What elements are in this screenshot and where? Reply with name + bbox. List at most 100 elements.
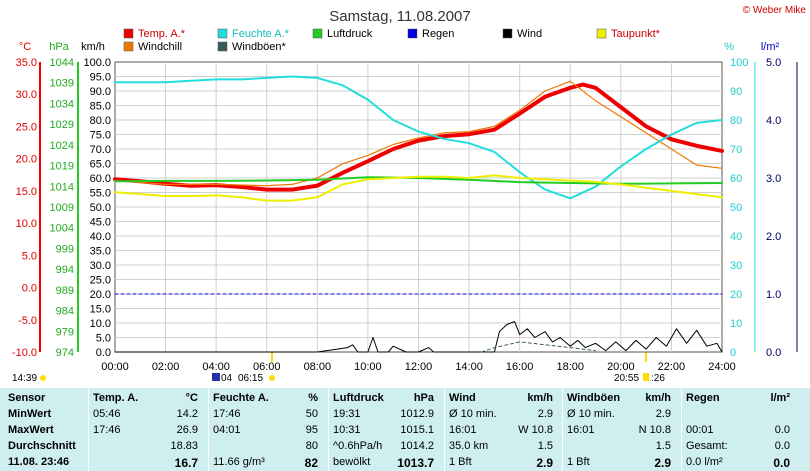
rain-tick-label: 3.0: [766, 173, 781, 185]
temp-tick-label: 0.0: [22, 283, 37, 295]
row-label: 11.08. 23:46: [8, 456, 70, 468]
table-cell: 18.83: [170, 440, 198, 452]
table-cell: 16.7: [174, 456, 198, 470]
x-tick-label: 16:00: [506, 361, 534, 373]
moon-icon: [212, 373, 220, 381]
pressure-tick-label: 979: [56, 326, 74, 338]
table-cell: N 10.8: [638, 424, 671, 436]
humidity-tick-label: 70: [730, 144, 742, 156]
temp-tick-label: 20.0: [16, 154, 37, 166]
table-header-cell: Regen: [686, 392, 720, 404]
temp-tick-label: 30.0: [16, 89, 37, 101]
pressure-tick-label: 1029: [50, 119, 74, 131]
table-cell: 1.5: [537, 440, 553, 452]
table-cell: 05:46: [93, 408, 121, 420]
wind-tick-label: 10.0: [90, 318, 111, 330]
temp-unit: °C: [19, 41, 31, 53]
rain-tick-label: 0.0: [766, 347, 781, 359]
wind-tick-label: 45.0: [90, 217, 111, 229]
wind-tick-label: 85.0: [90, 101, 111, 113]
wind-tick-label: 5.0: [96, 333, 111, 345]
pressure-tick-label: 1004: [50, 223, 74, 235]
table-cell: 2.9: [537, 408, 553, 420]
legend-label: Wind: [517, 28, 542, 40]
plot-area: [113, 61, 724, 353]
moon-mid-time: 04: [221, 373, 233, 384]
table-header-cell: °C: [185, 392, 198, 404]
legend-swatch: [596, 28, 607, 39]
table-cell: 1015.1: [400, 424, 434, 436]
temp-tick-label: 10.0: [16, 218, 37, 230]
wind-tick-label: 100.0: [83, 57, 111, 69]
table-cell: 17:46: [93, 424, 121, 436]
table-cell: 0.0: [774, 440, 790, 452]
wind-tick-label: 15.0: [90, 304, 111, 316]
humidity-tick-label: 40: [730, 231, 742, 243]
x-tick-label: 10:00: [354, 361, 382, 373]
humidity-unit: %: [724, 41, 734, 53]
x-tick-label: 24:00: [708, 361, 736, 373]
moon-right-time: :26: [651, 373, 665, 384]
table-cell: 26.9: [176, 424, 198, 436]
legend-label: Luftdruck: [327, 28, 373, 40]
table-cell: W 10.8: [518, 424, 553, 436]
table-divider: [88, 388, 89, 471]
pressure-tick-label: 1034: [50, 98, 74, 110]
table-cell: 2.9: [655, 408, 671, 420]
table-cell: 0.0: [774, 424, 790, 436]
table-cell: 1 Bft: [449, 456, 472, 468]
x-tick-label: 12:00: [405, 361, 433, 373]
table-cell: 16:01: [567, 424, 595, 436]
row-label: Durchschnitt: [8, 440, 76, 452]
wind-tick-label: 90.0: [90, 86, 111, 98]
table-cell: 50: [305, 408, 318, 420]
table-cell: 0.0 l/m²: [686, 456, 723, 468]
table-header-cell: %: [308, 392, 318, 404]
table-cell: 11.66 g/m³: [213, 456, 265, 468]
pressure-tick-label: 999: [56, 243, 74, 255]
table-cell: 35.0 km: [449, 440, 489, 452]
humidity-tick-label: 0: [730, 347, 736, 359]
table-header-cell: Feuchte A.: [213, 392, 269, 404]
pressure-tick-label: 984: [56, 306, 74, 318]
pressure-tick-label: 1014: [50, 181, 74, 193]
legend-label: Windböen*: [232, 41, 287, 53]
series-line: [114, 80, 723, 187]
x-tick-label: 02:00: [152, 361, 180, 373]
rain-tick-label: 2.0: [766, 231, 781, 243]
legend-label: Regen: [422, 28, 454, 40]
wind-unit: km/h: [81, 41, 105, 53]
legend-label: Windchill: [138, 41, 182, 53]
wind-tick-label: 60.0: [90, 173, 111, 185]
x-tick-label: 04:00: [202, 361, 230, 373]
wind-tick-label: 50.0: [90, 202, 111, 214]
humidity-tick-label: 50: [730, 202, 742, 214]
sunrise-icon: [269, 375, 275, 381]
legend-label: Taupunkt*: [611, 28, 661, 40]
table-cell: 82: [304, 456, 318, 470]
pressure-tick-label: 1039: [50, 78, 74, 90]
wind-tick-label: 65.0: [90, 159, 111, 171]
sunrise-time: 06:15: [238, 373, 263, 384]
rain-unit: l/m²: [761, 41, 780, 53]
table-cell: 80: [305, 440, 318, 452]
table-cell: 2.9: [654, 456, 671, 470]
humidity-tick-label: 10: [730, 318, 742, 330]
pressure-tick-label: 994: [56, 264, 74, 276]
temp-tick-label: -5.0: [18, 315, 37, 327]
sunset-time: 20:55: [614, 373, 639, 384]
table-cell: 2.9: [536, 456, 553, 470]
table-header-cell: Luftdruck: [333, 392, 384, 404]
series-line: [114, 321, 723, 353]
legend: Temp. A.*Windchill Feuchte A.*Windböen* Lu…: [123, 28, 661, 53]
table-cell: 00:01: [686, 424, 714, 436]
table-header-cell: hPa: [413, 392, 434, 404]
moon-left-icon: [40, 375, 46, 381]
table-divider: [681, 388, 682, 471]
summary-table: Sensor Temp. A. °C Feuchte A.% Luftdruck hPa W…: [0, 388, 810, 471]
x-tick-label: 14:00: [455, 361, 483, 373]
table-cell: 0.0: [773, 456, 790, 470]
legend-swatch: [312, 28, 323, 39]
wind-tick-label: 0.0: [96, 347, 111, 359]
series-line: [114, 174, 723, 202]
